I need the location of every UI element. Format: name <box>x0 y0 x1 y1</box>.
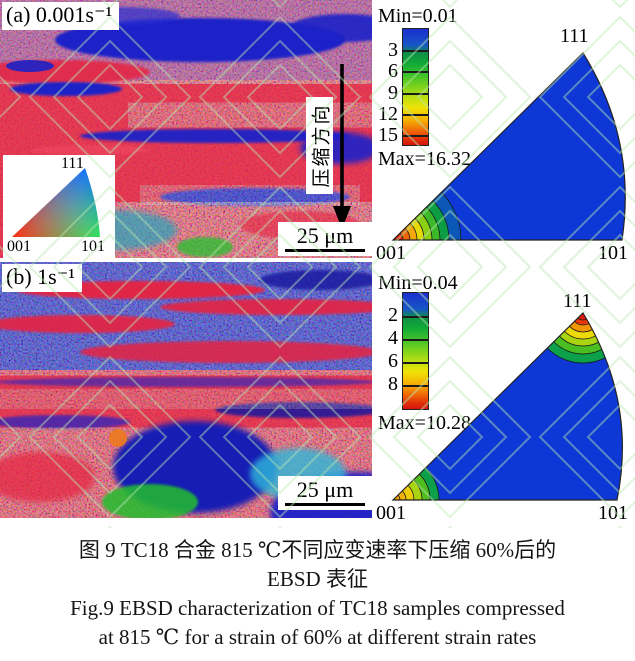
caption-en-line1: Fig.9 EBSD characterization of TC18 samp… <box>70 596 565 620</box>
ipf-color-key: 111 001 101 <box>3 155 115 258</box>
scale-bar-b: 25 μm <box>278 476 372 510</box>
scale-bar-b-label: 25 μm <box>296 477 354 502</box>
panel-b-label: (b) 1s⁻¹ <box>2 264 82 292</box>
caption-zh-line1: 图 9 TC18 合金 815 ℃不同应变速率下压缩 60%后的 <box>78 538 557 562</box>
ebsd-map-a: (a) 0.001s⁻¹ 压缩方向 <box>0 0 372 258</box>
scale-bar-a: 25 μm <box>278 222 372 256</box>
figure-area: (a) 0.001s⁻¹ 压缩方向 <box>0 0 635 528</box>
pole-figure-a-corner-111: 111 <box>560 25 589 47</box>
pole-figure-b-corner-111: 111 <box>563 290 592 312</box>
compression-arrow-icon <box>333 64 351 229</box>
ipf-key-corner-001: 001 <box>7 238 31 255</box>
pole-figure-b: Min=0.04 2 4 6 8 Max=10.28 <box>375 262 635 528</box>
pole-figure-b-corner-101: 101 <box>598 502 628 524</box>
ipf-key-corner-111: 111 <box>61 155 84 172</box>
figure-caption: 图 9 TC18 合金 815 ℃不同应变速率下压缩 60%后的 EBSD 表征… <box>0 536 635 652</box>
pole-figure-b-triangle <box>391 312 624 501</box>
compression-direction-label: 压缩方向 <box>306 97 333 194</box>
pole-figure-a-corner-101: 101 <box>598 242 628 264</box>
caption-zh-line2: EBSD 表征 <box>267 567 368 591</box>
caption-en-line2: at 815 ℃ for a strain of 60% at differen… <box>98 625 537 649</box>
panel-a-label: (a) 0.001s⁻¹ <box>2 2 120 30</box>
ebsd-map-b: (b) 1s⁻¹ 25 μm <box>0 262 372 518</box>
scale-bar-b-line <box>285 503 365 506</box>
scale-bar-a-label: 25 μm <box>296 223 354 248</box>
pole-figure-a: Min=0.01 3 6 9 12 15 Max=16.32 <box>375 0 635 264</box>
pole-figure-b-corner-001: 001 <box>376 502 406 524</box>
ipf-key-corner-101: 101 <box>81 238 105 255</box>
scale-bar-a-line <box>285 249 365 252</box>
pole-figure-a-triangle <box>391 52 626 241</box>
pole-figure-a-corner-001: 001 <box>376 242 406 264</box>
